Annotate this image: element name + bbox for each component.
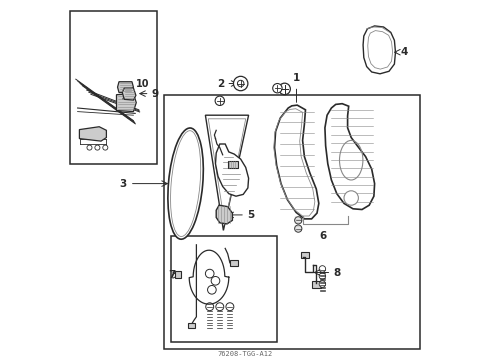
Circle shape xyxy=(319,273,326,279)
Bar xyxy=(301,252,309,258)
Bar xyxy=(164,95,419,349)
Polygon shape xyxy=(205,115,248,230)
Polygon shape xyxy=(117,94,136,112)
Text: 4: 4 xyxy=(400,47,408,57)
Bar xyxy=(188,323,196,328)
Polygon shape xyxy=(122,88,136,100)
Polygon shape xyxy=(363,26,395,74)
Circle shape xyxy=(211,276,220,285)
Text: 1: 1 xyxy=(293,73,300,83)
Text: 76208-TGG-A12: 76208-TGG-A12 xyxy=(218,351,272,357)
Circle shape xyxy=(273,84,282,93)
Bar xyxy=(171,236,277,342)
Polygon shape xyxy=(216,144,248,196)
Text: 2: 2 xyxy=(217,78,224,89)
Circle shape xyxy=(294,225,302,232)
Circle shape xyxy=(279,83,291,95)
Circle shape xyxy=(208,285,216,294)
Text: 9: 9 xyxy=(151,89,159,99)
Bar xyxy=(228,161,238,168)
Bar xyxy=(175,271,181,278)
Circle shape xyxy=(215,96,224,105)
Bar xyxy=(71,11,157,164)
Circle shape xyxy=(294,217,302,224)
Text: 3: 3 xyxy=(120,179,127,189)
Text: 6: 6 xyxy=(320,231,327,241)
Circle shape xyxy=(238,80,244,87)
Circle shape xyxy=(103,145,108,150)
Text: 10: 10 xyxy=(136,78,149,89)
Ellipse shape xyxy=(168,128,203,239)
Circle shape xyxy=(205,269,214,278)
Circle shape xyxy=(233,76,248,91)
Bar xyxy=(312,281,321,288)
Circle shape xyxy=(206,303,214,311)
Circle shape xyxy=(319,281,326,287)
Text: 5: 5 xyxy=(247,210,254,220)
Polygon shape xyxy=(216,205,232,224)
Text: 8: 8 xyxy=(333,267,341,278)
Circle shape xyxy=(344,191,358,205)
Polygon shape xyxy=(79,127,106,141)
Polygon shape xyxy=(274,105,319,219)
Circle shape xyxy=(226,303,234,311)
Circle shape xyxy=(216,303,224,311)
Text: 7: 7 xyxy=(168,270,175,280)
Polygon shape xyxy=(118,82,133,93)
Circle shape xyxy=(95,145,100,150)
Circle shape xyxy=(87,145,92,150)
Polygon shape xyxy=(325,104,374,210)
Bar xyxy=(230,260,238,266)
Circle shape xyxy=(319,266,326,272)
